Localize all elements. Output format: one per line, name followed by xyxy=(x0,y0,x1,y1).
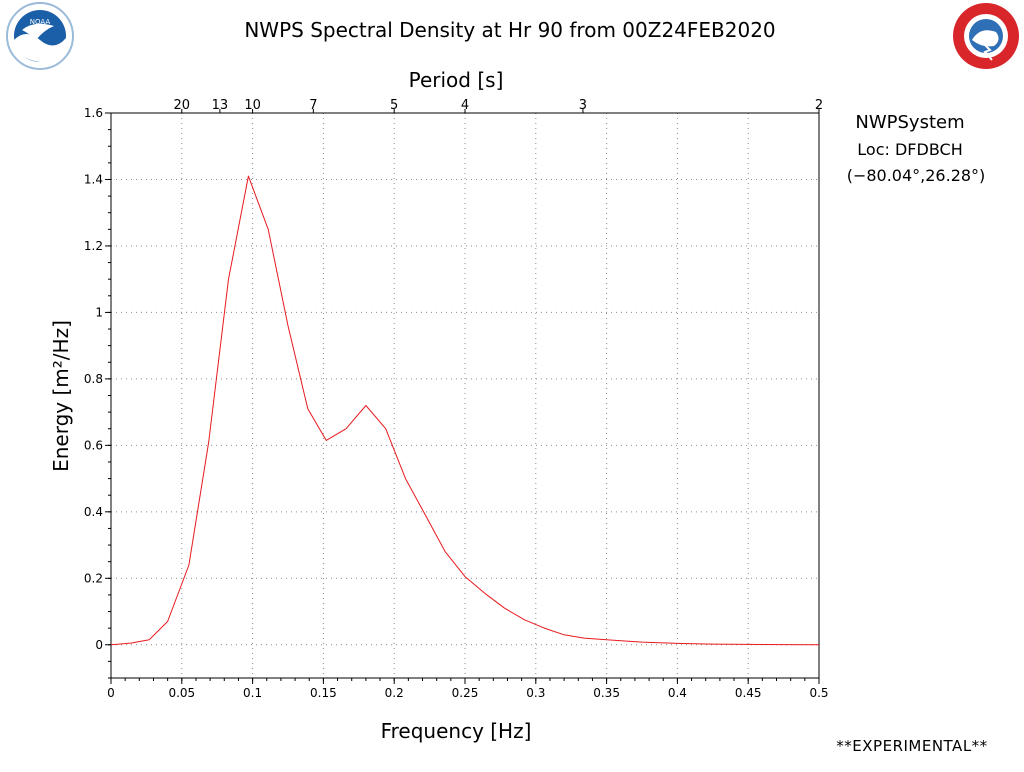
series-group xyxy=(110,175,820,646)
x-tick-label: 0.45 xyxy=(735,686,762,700)
x-axis-title: Frequency [Hz] xyxy=(381,719,532,743)
x-tick-label: 0.25 xyxy=(452,686,479,700)
y-axis-title: Energy [m²/Hz] xyxy=(49,320,73,472)
y-tick-label: 1.2 xyxy=(84,239,103,253)
x-tick-label: 0.1 xyxy=(243,686,262,700)
coordinates-label: (−80.04°,26.28°) xyxy=(847,166,986,185)
period-axis-title: Period [s] xyxy=(409,68,504,92)
x-tick-label: 0.15 xyxy=(310,686,337,700)
period-tick-label: 5 xyxy=(390,98,398,113)
period-tick-label: 3 xyxy=(579,98,587,113)
period-tick-label: 20 xyxy=(174,98,191,113)
x-tick-label: 0 xyxy=(107,686,115,700)
x-tick-label: 0.2 xyxy=(385,686,404,700)
x-tick-label: 0.5 xyxy=(809,686,828,700)
x-axis-ticks: 0 0.05 0.1 0.15 0.2 0.25 0.3 0.35 0.4 0.45 0.5 xyxy=(107,678,829,700)
x-tick-label: 0.3 xyxy=(526,686,545,700)
noaa-logo-icon: NOAA xyxy=(6,2,74,70)
period-tick-label: 4 xyxy=(461,98,469,113)
grid-lines xyxy=(111,113,819,678)
period-tick-label: 13 xyxy=(212,98,229,113)
period-tick-label: 10 xyxy=(244,98,261,113)
x-tick-label: 0.05 xyxy=(168,686,195,700)
y-tick-label: 0.8 xyxy=(84,372,103,386)
y-tick-label: 0.6 xyxy=(84,438,103,452)
y-tick-label: 1.4 xyxy=(84,172,103,186)
period-tick-label: 2 xyxy=(815,98,823,113)
y-tick-label: 1 xyxy=(95,305,103,319)
y-tick-label: 1.6 xyxy=(84,106,103,120)
nws-logo-icon xyxy=(953,3,1019,69)
period-tick-label: 7 xyxy=(309,98,317,113)
energy-series-line xyxy=(110,175,820,646)
location-label: Loc: DFDBCH xyxy=(857,140,962,159)
system-name: NWPSystem xyxy=(855,112,964,133)
chart-title: NWPS Spectral Density at Hr 90 from 00Z2… xyxy=(244,18,775,42)
y-axis-ticks: 0 0.2 0.4 0.6 0.8 1 1.2 1.4 1.6 xyxy=(84,106,111,679)
y-tick-label: 0 xyxy=(95,638,103,652)
period-axis-ticks: 20 13 10 7 5 4 3 2 xyxy=(174,98,823,113)
x-tick-label: 0.35 xyxy=(593,686,620,700)
x-tick-label: 0.4 xyxy=(668,686,687,700)
experimental-label: **EXPERIMENTAL** xyxy=(836,737,987,755)
y-tick-label: 0.4 xyxy=(84,505,103,519)
y-tick-label: 0.2 xyxy=(84,571,103,585)
noaa-logo-text: NOAA xyxy=(30,18,51,26)
